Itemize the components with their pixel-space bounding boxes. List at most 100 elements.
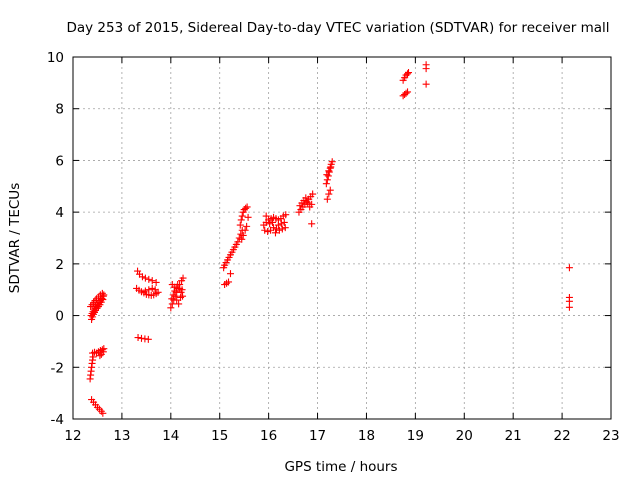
data-point xyxy=(99,409,107,417)
data-point xyxy=(226,270,234,278)
x-axis-label: GPS time / hours xyxy=(284,459,397,475)
data-point xyxy=(404,88,412,96)
data-point xyxy=(178,286,186,294)
data-point xyxy=(323,171,331,179)
data-point xyxy=(168,295,176,303)
data-point xyxy=(277,220,285,228)
data-point xyxy=(237,216,245,224)
data-point xyxy=(282,211,290,219)
y-tick-label: 6 xyxy=(55,153,64,169)
data-point xyxy=(304,199,312,207)
y-axis-label: SDTVAR / TECUs xyxy=(7,183,23,293)
data-point xyxy=(278,225,286,233)
grid xyxy=(73,57,611,419)
data-point xyxy=(272,225,280,233)
data-point xyxy=(241,226,249,234)
x-tick-label: 21 xyxy=(505,428,522,444)
data-point xyxy=(565,303,573,311)
data-point xyxy=(322,180,330,188)
x-tick-label: 20 xyxy=(456,428,473,444)
data-point xyxy=(266,220,274,228)
data-point xyxy=(323,195,331,203)
y-tick-label: -4 xyxy=(51,412,64,428)
data-point xyxy=(270,224,278,232)
data-point xyxy=(177,293,185,301)
x-tick-label: 18 xyxy=(358,428,375,444)
data-point xyxy=(325,190,333,198)
data-point xyxy=(96,352,104,360)
data-point xyxy=(238,212,246,220)
data-point xyxy=(243,203,251,211)
data-point xyxy=(236,221,244,229)
data-point xyxy=(239,231,247,239)
data-point xyxy=(244,213,252,221)
data-point xyxy=(243,222,251,230)
data-point xyxy=(138,273,146,281)
x-tick-label: 17 xyxy=(309,428,326,444)
data-point xyxy=(565,297,573,305)
data-point xyxy=(302,194,310,202)
x-tick-label: 12 xyxy=(64,428,81,444)
axis-ticks xyxy=(72,56,612,420)
y-tick-label: 0 xyxy=(55,309,64,325)
data-point xyxy=(422,80,430,88)
tick-labels: 12 13 14 15 16 17 18 19 20 21 22 23 -4 -2 0 2 4 6 8 10 xyxy=(47,50,620,444)
data-point xyxy=(404,70,412,78)
data-point xyxy=(402,89,410,97)
y-tick-label: 2 xyxy=(55,257,64,273)
data-point xyxy=(309,190,317,198)
x-tick-label: 14 xyxy=(162,428,179,444)
data-point xyxy=(328,158,336,166)
data-point xyxy=(565,264,573,272)
data-point xyxy=(326,186,334,194)
y-tick-label: -2 xyxy=(51,360,64,376)
data-point xyxy=(98,289,106,297)
data-point xyxy=(170,283,178,291)
data-point xyxy=(141,287,149,295)
data-point xyxy=(264,228,272,236)
data-point xyxy=(152,278,160,286)
data-point xyxy=(225,278,233,286)
data-point xyxy=(151,286,159,294)
data-point xyxy=(280,218,288,226)
y-tick-label: 10 xyxy=(47,50,64,66)
data-point xyxy=(281,224,289,232)
data-point xyxy=(308,220,316,228)
x-tick-label: 16 xyxy=(260,428,277,444)
y-tick-label: 8 xyxy=(55,102,64,118)
data-point xyxy=(134,334,142,342)
data-point xyxy=(99,296,107,304)
data-point xyxy=(145,286,153,294)
data-point xyxy=(179,274,187,282)
data-point xyxy=(167,304,175,312)
data-point xyxy=(275,226,283,234)
y-tick-label: 4 xyxy=(55,205,64,221)
data-point xyxy=(269,218,277,226)
data-point xyxy=(327,163,335,171)
data-point xyxy=(308,200,316,208)
data-point xyxy=(144,335,152,343)
x-tick-label: 23 xyxy=(602,428,619,444)
data-point xyxy=(234,238,242,246)
x-tick-label: 13 xyxy=(113,428,130,444)
data-point xyxy=(169,291,177,299)
data-point xyxy=(175,300,183,308)
data-point xyxy=(238,235,246,243)
data-point xyxy=(148,277,156,285)
data-point xyxy=(99,348,107,356)
chart-title: Day 253 of 2015, Sidereal Day-to-day VTE… xyxy=(66,20,609,36)
data-point xyxy=(173,296,181,304)
data-point xyxy=(325,167,333,175)
x-tick-label: 22 xyxy=(553,428,570,444)
data-point xyxy=(242,204,250,212)
data-points xyxy=(86,61,573,417)
data-point xyxy=(422,61,430,69)
data-point xyxy=(261,226,269,234)
data-point xyxy=(141,274,149,282)
data-point xyxy=(271,229,279,237)
data-point xyxy=(148,284,156,292)
data-point xyxy=(405,69,413,77)
plot-frame xyxy=(72,56,612,420)
x-tick-label: 15 xyxy=(211,428,228,444)
